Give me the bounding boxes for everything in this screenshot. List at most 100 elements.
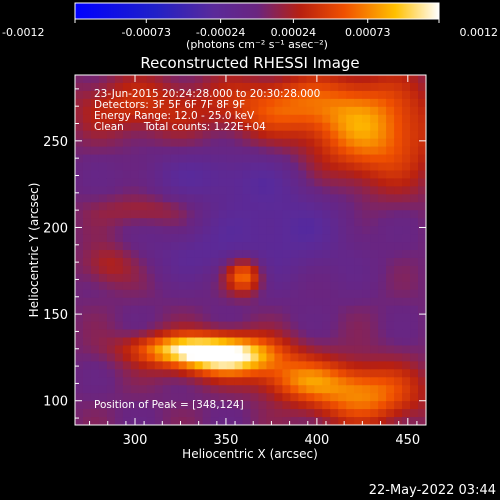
heatmap-pixel (170, 250, 180, 259)
heatmap-pixel (306, 250, 315, 259)
heatmap-pixel (130, 401, 140, 410)
heatmap-pixel (210, 313, 220, 323)
heatmap-pixel (250, 122, 260, 132)
heatmap-pixel (234, 369, 244, 378)
heatmap-pixel (90, 202, 100, 211)
heatmap-pixel (298, 369, 307, 378)
heatmap-pixel (154, 138, 164, 148)
heatmap-pixel (242, 345, 252, 354)
heatmap-pixel (378, 178, 387, 187)
heatmap-pixel (418, 345, 426, 354)
heatmap-pixel (162, 313, 172, 323)
heatmap-pixel (170, 218, 180, 227)
heatmap-pixel (210, 345, 220, 354)
heatmap-pixel (290, 162, 299, 172)
heatmap-pixel (75, 210, 84, 219)
heatmap-pixel (242, 321, 252, 331)
heatmap-pixel (106, 138, 116, 148)
heatmap-pixel (218, 250, 228, 259)
heatmap-pixel (146, 345, 156, 354)
heatmap-pixel (170, 138, 180, 148)
heatmap-pixel (330, 313, 339, 323)
heatmap-pixel (250, 313, 260, 323)
heatmap-pixel (75, 202, 84, 211)
heatmap-pixel (354, 250, 363, 259)
heatmap-pixel (170, 98, 180, 108)
heatmap-pixel (394, 401, 403, 410)
heatmap-pixel (362, 337, 371, 347)
heatmap-pixel (194, 98, 204, 108)
heatmap-pixel (170, 313, 180, 323)
heatmap-pixel (178, 305, 188, 315)
heatmap-pixel (410, 265, 419, 275)
heatmap-pixel (178, 337, 188, 347)
heatmap-pixel (162, 385, 172, 394)
heatmap-pixel (386, 257, 395, 267)
heatmap-pixel (98, 250, 108, 259)
heatmap-pixel (346, 178, 355, 187)
heatmap-pixel (178, 417, 188, 425)
heatmap-pixel (130, 98, 140, 108)
heatmap-pixel (410, 250, 419, 259)
heatmap-pixel (282, 353, 291, 362)
heatmap-pixel (75, 313, 84, 323)
heatmap-pixel (266, 242, 276, 251)
heatmap-pixel (298, 210, 307, 219)
heatmap-pixel (146, 234, 156, 243)
heatmap-pixel (90, 289, 100, 299)
heatmap-pixel (162, 321, 172, 331)
heatmap-pixel (178, 194, 188, 203)
heatmap-pixel (418, 393, 426, 402)
heatmap-pixel (394, 409, 403, 418)
heatmap-pixel (106, 162, 116, 172)
heatmap-pixel (394, 90, 403, 100)
heatmap-pixel (178, 377, 188, 386)
heatmap-pixel (178, 329, 188, 339)
heatmap-pixel (274, 393, 284, 402)
heatmap-pixel (234, 202, 244, 211)
heatmap-pixel (82, 281, 92, 291)
heatmap-pixel (130, 313, 140, 323)
heatmap-pixel (210, 194, 220, 203)
heatmap-pixel (194, 154, 204, 164)
colorbar-tick-label: -0.0012 (2, 26, 44, 39)
heatmap-pixel (154, 401, 164, 410)
heatmap-pixel (378, 162, 387, 172)
heatmap-pixel (186, 250, 196, 259)
heatmap-pixel (298, 393, 307, 402)
heatmap-pixel (274, 289, 284, 299)
heatmap-pixel (370, 154, 379, 164)
heatmap-pixel (298, 353, 307, 362)
annotation-peak: Position of Peak = [348,124] (94, 399, 244, 411)
heatmap-pixel (378, 369, 387, 378)
heatmap-pixel (122, 210, 132, 219)
heatmap-pixel (106, 377, 116, 386)
heatmap-pixel (298, 361, 307, 370)
heatmap-pixel (274, 138, 284, 148)
heatmap-pixel (114, 178, 124, 187)
heatmap-pixel (362, 345, 371, 354)
heatmap-pixel (258, 75, 268, 84)
heatmap-pixel (146, 146, 156, 156)
heatmap-pixel (370, 417, 379, 425)
heatmap-pixel (378, 329, 387, 339)
heatmap-pixel (234, 106, 244, 116)
heatmap-pixel (298, 154, 307, 164)
heatmap-pixel (194, 178, 204, 187)
heatmap-pixel (298, 305, 307, 315)
heatmap-pixel (162, 82, 172, 92)
heatmap-pixel (82, 122, 92, 132)
heatmap-pixel (370, 401, 379, 410)
heatmap-pixel (250, 337, 260, 347)
heatmap-pixel (282, 75, 291, 84)
heatmap-pixel (242, 385, 252, 394)
heatmap-pixel (258, 369, 268, 378)
heatmap-pixel (178, 138, 188, 148)
heatmap-pixel (362, 377, 371, 386)
heatmap-pixel (410, 417, 419, 425)
heatmap-pixel (338, 337, 347, 347)
heatmap-pixel (162, 281, 172, 291)
heatmap-pixel (338, 234, 347, 243)
heatmap-pixel (386, 170, 395, 179)
